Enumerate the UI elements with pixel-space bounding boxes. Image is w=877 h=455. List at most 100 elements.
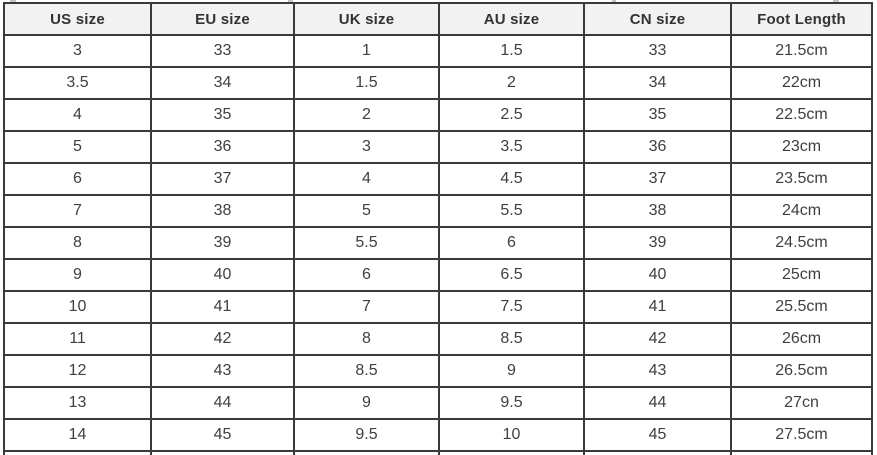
table-row: 4 35 2 2.5 35 22.5cm xyxy=(3,98,873,132)
table-cell: 2.5 xyxy=(438,98,585,132)
table-body: 3 33 1 1.5 33 21.5cm 3.5 34 1.5 2 34 22cm 4 35 2 2.5 35 2… xyxy=(3,34,873,455)
table-cell-empty xyxy=(438,450,585,455)
table-cell: 26cm xyxy=(730,322,873,356)
header-cell-au-size: AU size xyxy=(438,2,585,36)
table-row: 9 40 6 6.5 40 25cm xyxy=(3,258,873,292)
table-cell: 14 xyxy=(3,418,152,452)
header-cell-uk-size: UK size xyxy=(293,2,440,36)
table-cell: 23cm xyxy=(730,130,873,164)
table-cell: 13 xyxy=(3,386,152,420)
table-cell: 36 xyxy=(150,130,295,164)
table-cell: 43 xyxy=(150,354,295,388)
table-cell: 22cm xyxy=(730,66,873,100)
table-row: 6 37 4 4.5 37 23.5cm xyxy=(3,162,873,196)
table-cell: 43 xyxy=(583,354,732,388)
table-row: 13 44 9 9.5 44 27cn xyxy=(3,386,873,420)
table-cell: 10 xyxy=(438,418,585,452)
table-cell: 26.5cm xyxy=(730,354,873,388)
table-cell: 6.5 xyxy=(438,258,585,292)
table-cell: 25cm xyxy=(730,258,873,292)
table-cell: 10 xyxy=(3,290,152,324)
table-cell: 40 xyxy=(583,258,732,292)
table-cell: 33 xyxy=(583,34,732,68)
table-cell: 1.5 xyxy=(438,34,585,68)
table-row: 14 45 9.5 10 45 27.5cm xyxy=(3,418,873,452)
table-cell: 36 xyxy=(583,130,732,164)
table-cell: 7 xyxy=(3,194,152,228)
table-cell: 39 xyxy=(583,226,732,260)
table-cell: 40 xyxy=(150,258,295,292)
table-cell: 4 xyxy=(293,162,440,196)
header-cell-foot-length: Foot Length xyxy=(730,2,873,36)
table-cell: 34 xyxy=(150,66,295,100)
table-row: 3.5 34 1.5 2 34 22cm xyxy=(3,66,873,100)
table-cell: 25.5cm xyxy=(730,290,873,324)
table-row: 12 43 8.5 9 43 26.5cm xyxy=(3,354,873,388)
table-cell: 37 xyxy=(583,162,732,196)
table-cell: 44 xyxy=(583,386,732,420)
table-cell: 39 xyxy=(150,226,295,260)
table-cell-empty xyxy=(3,450,152,455)
cropped-text-artifact xyxy=(833,0,839,2)
table-cell: 42 xyxy=(150,322,295,356)
table-cell: 35 xyxy=(150,98,295,132)
table-cell: 22.5cm xyxy=(730,98,873,132)
header-cell-us-size: US size xyxy=(3,2,152,36)
table-cell: 9 xyxy=(3,258,152,292)
table-cell: 2 xyxy=(293,98,440,132)
table-cell: 4 xyxy=(3,98,152,132)
header-row: US size EU size UK size AU size CN size Foot … xyxy=(3,2,873,36)
table-cell: 33 xyxy=(150,34,295,68)
table-row-partial xyxy=(3,450,873,455)
table-cell: 1 xyxy=(293,34,440,68)
cropped-text-artifact xyxy=(288,0,293,2)
table-cell: 45 xyxy=(583,418,732,452)
table-cell: 5.5 xyxy=(438,194,585,228)
table-cell: 24.5cm xyxy=(730,226,873,260)
table-cell: 38 xyxy=(583,194,732,228)
table-cell: 5 xyxy=(293,194,440,228)
table-cell: 12 xyxy=(3,354,152,388)
table-cell: 9 xyxy=(438,354,585,388)
table-cell: 11 xyxy=(3,322,152,356)
table-cell: 3 xyxy=(3,34,152,68)
table-cell-empty xyxy=(293,450,440,455)
table-cell: 6 xyxy=(293,258,440,292)
table-cell: 23.5cm xyxy=(730,162,873,196)
table-cell: 2 xyxy=(438,66,585,100)
table-cell: 8 xyxy=(3,226,152,260)
table-cell: 8.5 xyxy=(293,354,440,388)
table-cell: 5.5 xyxy=(293,226,440,260)
table-cell: 8 xyxy=(293,322,440,356)
table-cell: 34 xyxy=(583,66,732,100)
table-cell: 8.5 xyxy=(438,322,585,356)
table-cell: 38 xyxy=(150,194,295,228)
table-cell: 1.5 xyxy=(293,66,440,100)
table-row: 11 42 8 8.5 42 26cm xyxy=(3,322,873,356)
table-cell: 7 xyxy=(293,290,440,324)
table-cell-empty xyxy=(730,450,873,455)
table-cell: 44 xyxy=(150,386,295,420)
table-cell: 21.5cm xyxy=(730,34,873,68)
table-cell: 5 xyxy=(3,130,152,164)
table-cell: 4.5 xyxy=(438,162,585,196)
table-cell: 27.5cm xyxy=(730,418,873,452)
table-cell-empty xyxy=(583,450,732,455)
table-cell: 3.5 xyxy=(438,130,585,164)
table-row: 10 41 7 7.5 41 25.5cm xyxy=(3,290,873,324)
table-row: 5 36 3 3.5 36 23cm xyxy=(3,130,873,164)
table-cell: 37 xyxy=(150,162,295,196)
table-cell: 9.5 xyxy=(438,386,585,420)
cropped-text-artifact xyxy=(10,0,16,2)
table-row: 3 33 1 1.5 33 21.5cm xyxy=(3,34,873,68)
header-cell-eu-size: EU size xyxy=(150,2,295,36)
table-cell: 7.5 xyxy=(438,290,585,324)
table-cell: 27cn xyxy=(730,386,873,420)
table-row: 7 38 5 5.5 38 24cm xyxy=(3,194,873,228)
table-cell: 41 xyxy=(583,290,732,324)
table-cell: 9.5 xyxy=(293,418,440,452)
table-cell: 35 xyxy=(583,98,732,132)
table-cell: 45 xyxy=(150,418,295,452)
cropped-text-artifact xyxy=(612,0,616,2)
